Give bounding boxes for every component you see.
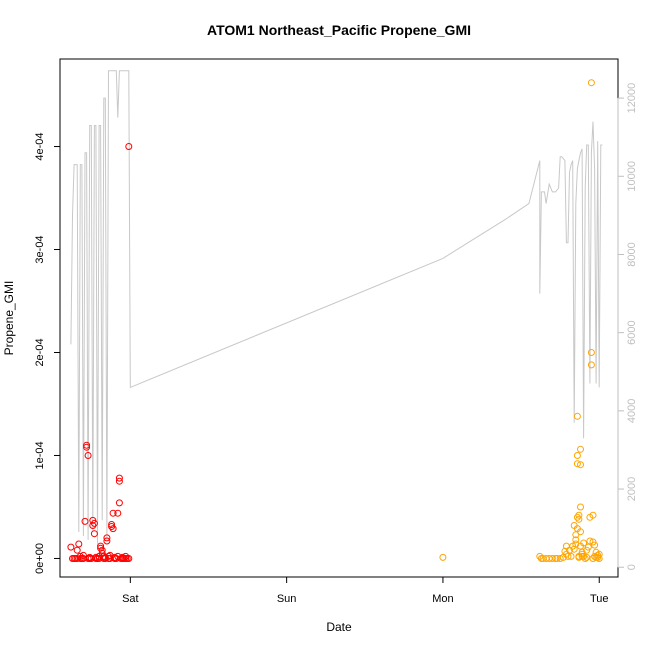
data-point-series-2 [572,531,580,539]
data-point-series-2 [556,555,564,562]
data-point-series-1 [106,551,114,559]
data-point-series-2 [589,511,597,519]
data-point-series-1 [115,499,123,507]
data-point-series-1 [92,553,100,561]
secondary-y-tick-label: 12000 [626,83,638,114]
data-point-series-1 [97,542,105,550]
secondary-y-tick-label: 4000 [626,399,638,423]
plot-frame [59,58,619,578]
data-point-series-1 [114,509,122,517]
data-point-series-1 [67,543,75,551]
data-point-series-1 [114,552,122,560]
data-point-series-2 [572,536,580,544]
data-point-series-1 [98,546,106,554]
data-point-series-1 [75,540,83,548]
y-tick-label: 3e-04 [34,235,46,263]
y-tick-label: 0e+00 [34,543,46,574]
data-point-series-1 [83,443,91,451]
secondary-series-line [70,70,603,544]
data-point-series-2 [573,412,581,420]
data-point-series-2 [564,552,572,560]
data-point-series-2 [587,361,595,369]
data-point-series-1 [115,477,123,485]
secondary-y-axis: 0 2000 4000 6000 8000 10000 12000 [617,83,638,570]
secondary-y-tick-label: 6000 [626,320,638,344]
data-point-series-1 [81,517,89,525]
x-tick-label: Tue [590,593,609,605]
data-point-series-1 [103,537,111,545]
secondary-y-tick-label: 2000 [626,477,638,501]
data-point-series-1 [76,552,84,560]
data-point-series-2 [587,349,595,356]
data-point-series-2 [573,452,581,459]
secondary-line-layer [70,70,603,544]
data-point-series-1 [103,534,111,542]
data-point-series-1 [111,553,119,561]
data-point-series-2 [580,539,588,547]
data-point-series-1 [125,143,133,150]
data-point-series-2 [577,503,584,511]
data-point-series-2 [439,553,447,561]
data-point-series-1 [109,525,117,533]
data-point-series-2 [587,79,595,87]
data-point-series-2 [575,515,583,523]
data-point-series-2 [575,553,583,561]
data-point-series-2 [567,552,575,560]
x-axis: Sat Sun Mon Tue [122,576,609,605]
data-point-series-1 [70,555,78,562]
y-axis: 0e+00 1e-04 2e-04 3e-04 4e-04 [34,132,61,574]
data-point-series-1 [122,552,130,560]
data-point-series-1 [90,519,98,527]
data-point-series-2 [573,513,581,521]
y-tick-label: 1e-04 [34,441,46,469]
x-tick-label: Sun [277,593,297,605]
data-point-series-1 [83,441,91,449]
data-point-series-1 [115,474,123,482]
data-point-series-1 [89,522,97,529]
data-point-series-1 [101,553,109,561]
data-point-series-2 [573,460,581,468]
data-point-series-2 [591,541,599,549]
data-point-series-2 [589,555,597,562]
data-point-series-2 [592,553,600,561]
data-point-series-2 [578,552,586,560]
y-tick-label: 4e-04 [34,132,46,160]
data-point-series-1 [90,530,98,538]
points-layer [67,79,603,562]
data-point-series-2 [577,461,584,469]
data-point-series-1 [108,523,116,530]
x-tick-label: Sat [122,593,139,605]
data-point-series-1 [119,553,126,561]
y-axis-label: Propene_GMI [2,281,16,356]
data-point-series-1 [109,509,117,517]
y-tick-label: 2e-04 [34,338,46,366]
data-point-series-1 [84,452,92,459]
data-point-series-2 [548,555,556,562]
secondary-y-tick-label: 8000 [626,242,638,266]
data-point-series-1 [108,521,116,528]
secondary-y-tick-label: 10000 [626,161,638,192]
chart-title: ATOM1 Northeast_Pacific Propene_GMI [207,22,471,38]
data-point-series-2 [577,528,584,536]
x-axis-label: Date [326,620,352,634]
data-point-series-2 [577,445,584,453]
x-tick-label: Mon [432,593,453,605]
data-point-series-1 [73,546,81,554]
secondary-y-tick-label: 0 [626,564,638,570]
data-point-series-2 [586,537,594,545]
data-point-series-2 [575,511,583,519]
data-point-series-1 [79,551,87,559]
